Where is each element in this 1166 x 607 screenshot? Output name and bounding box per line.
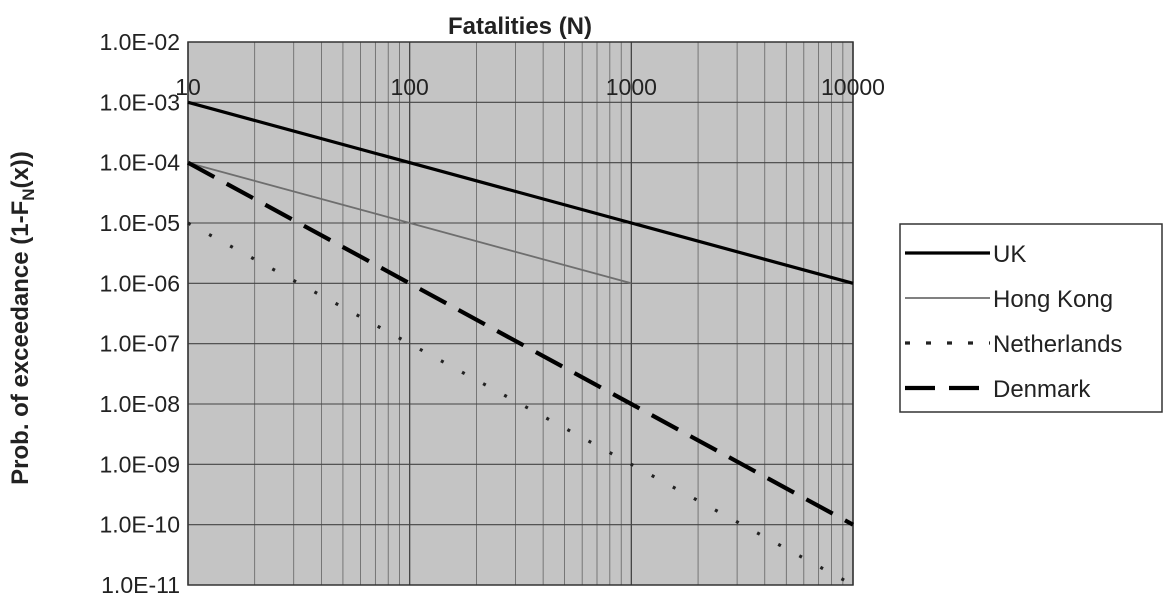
legend-label-hong-kong: Hong Kong (993, 286, 1113, 313)
y-tick-label: 1.0E-10 (99, 512, 180, 538)
plot-border (187, 41, 854, 586)
y-tick-labels: 1.0E-02 1.0E-03 1.0E-04 1.0E-05 1.0E-06 1.0E-… (99, 29, 180, 598)
x-tick-label: 100 (390, 74, 428, 100)
x-tick-labels: 10 100 1000 10000 (175, 74, 885, 100)
series-line-hong-kong (187, 161, 632, 285)
series-lines (186, 100, 855, 587)
x-tick-label: 1000 (606, 74, 657, 100)
series-line-denmark (186, 160, 855, 527)
y-axis-title-subscript: N (19, 188, 38, 200)
series-line-uk (187, 100, 854, 285)
y-tick-label: 1.0E-03 (99, 89, 180, 115)
x-tick-label: 10000 (821, 74, 885, 100)
x-tick-label: 10 (175, 74, 201, 100)
minor-gridlines (254, 42, 844, 585)
y-tick-label: 1.0E-06 (99, 270, 180, 296)
y-axis-title-main: Prob. of exceedance (1-F (7, 201, 34, 485)
legend-entries: UK Hong Kong Netherlands Denmark (905, 241, 1122, 403)
legend-label-uk: UK (993, 241, 1026, 268)
legend: UK Hong Kong Netherlands Denmark (899, 223, 1163, 413)
legend-box (899, 223, 1163, 413)
y-tick-label: 1.0E-09 (99, 451, 180, 477)
y-tick-label: 1.0E-02 (99, 29, 180, 55)
y-tick-label: 1.0E-04 (99, 150, 180, 176)
y-axis-title-end: (x)) (7, 151, 34, 188)
legend-label-netherlands: Netherlands (993, 331, 1122, 358)
y-tick-label: 1.0E-11 (101, 572, 180, 598)
x-axis-title: Fatalities (N) (448, 13, 592, 40)
plot-area (188, 42, 853, 585)
y-axis-title: Prob. of exceedance (1-FN(x)) (7, 151, 38, 485)
legend-label-denmark: Denmark (993, 376, 1091, 403)
y-tick-label: 1.0E-05 (99, 210, 180, 236)
y-tick-label: 1.0E-07 (99, 331, 180, 357)
y-tick-label: 1.0E-08 (99, 391, 180, 417)
